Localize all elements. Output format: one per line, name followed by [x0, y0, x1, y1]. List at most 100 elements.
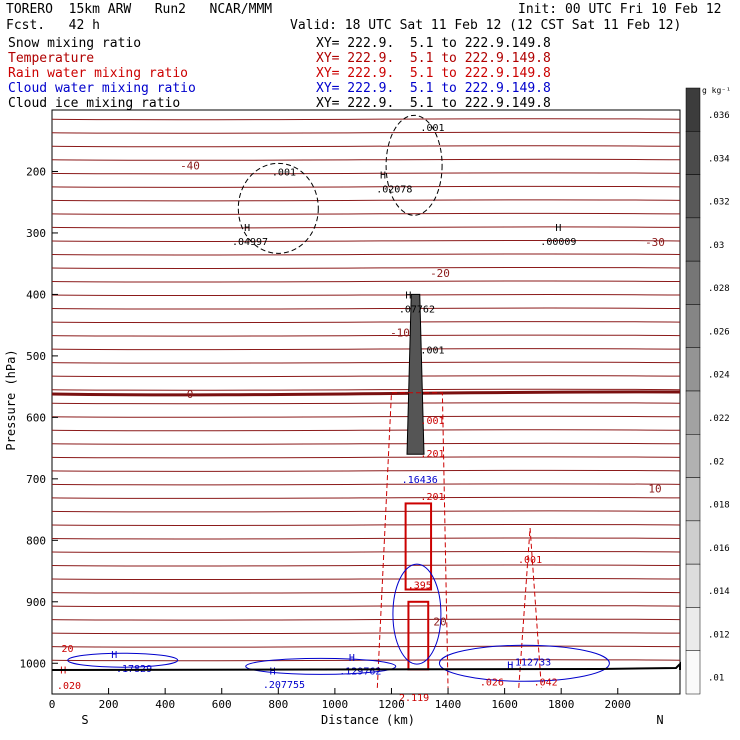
contour-annotation: .001 [420, 346, 444, 357]
colorbar-swatch [685, 390, 701, 435]
temperature-isotherm [51, 199, 681, 202]
colorbar-swatch [685, 477, 701, 522]
cloud-water-contour [67, 652, 179, 668]
rain-contour-column [404, 502, 433, 591]
contour-annotation: H [244, 223, 250, 234]
contour-annotation: .00009 [540, 237, 576, 248]
colorbar-unit: g kg⁻¹ [702, 86, 731, 95]
contour-annotation: .129762 [339, 667, 381, 678]
colorbar-swatch [685, 563, 701, 608]
temperature-isotherm [51, 429, 681, 432]
y-tick-label: 1000 [20, 657, 47, 670]
field-name-temperature: Temperature [8, 51, 95, 66]
cloud-water-contour [245, 657, 397, 675]
colorbar-swatch [685, 650, 701, 695]
temperature-isotherm [51, 334, 681, 337]
contour-annotation: .02078 [376, 185, 412, 196]
temperature-isotherm [51, 361, 681, 364]
y-tick-label: 200 [26, 165, 46, 178]
contour-annotation: H [507, 660, 513, 671]
contour-annotation: .16436 [402, 475, 438, 486]
contour-annotation: .001 [420, 416, 444, 427]
snow-core [406, 293, 425, 455]
contour-annotation: .020 [57, 681, 81, 692]
x-tick-label: 2000 [605, 698, 632, 711]
temperature-isotherm [51, 618, 681, 621]
temperature-isotherm [51, 483, 681, 486]
colorbar: .036 .034 .032 .03 .028 .026 .024 .022 .02 .018 .0… [685, 87, 730, 695]
valid-time: Valid: 18 UTC Sat 11 Feb 12 (12 CST Sat … [290, 18, 682, 33]
contour-annotation: .04997 [232, 237, 268, 248]
temperature-isotherm [51, 456, 681, 459]
temperature-isotherm [51, 375, 681, 378]
field-xy-rain: XY= 222.9. 5.1 to 222.9.149.8 [316, 66, 551, 81]
colorbar-tick-label: .028 [708, 284, 730, 294]
contour-annotation: .042 [534, 678, 558, 689]
x-tick-label: 1800 [548, 698, 575, 711]
colorbar-swatch [685, 607, 701, 651]
temperature-isotherm [51, 226, 681, 229]
cloud-water-contour [438, 644, 610, 682]
field-name-rain: Rain water mixing ratio [8, 66, 189, 81]
colorbar-tick-label: .016 [708, 544, 730, 554]
terrain-surface [51, 661, 681, 671]
cloud-water-contour [392, 563, 442, 665]
temperature-isotherm [51, 550, 681, 554]
temperature-isotherm [51, 415, 681, 418]
model-title: TORERO 15km ARW Run2 NCAR/MMM [6, 2, 273, 17]
temperature-isotherm [51, 645, 681, 648]
rain-contour-column [407, 600, 430, 671]
colorbar-tick-label: .018 [708, 501, 730, 511]
colorbar-tick-label: .01 [708, 674, 724, 684]
temperature-isotherm [51, 307, 681, 310]
south-label: S [81, 713, 88, 727]
colorbar-tick-label: .026 [708, 327, 730, 337]
temperature-isotherm [51, 469, 681, 472]
temperature-isotherm [51, 402, 681, 405]
field-xy-cloud-water: XY= 222.9. 5.1 to 222.9.149.8 [316, 81, 551, 96]
colorbar-tick-label: .034 [708, 154, 730, 164]
colorbar-swatch [685, 131, 701, 175]
colorbar-tick-label: .022 [708, 414, 730, 424]
x-tick-label: 1200 [378, 698, 405, 711]
field-xy-snow: XY= 222.9. 5.1 to 222.9.149.8 [316, 36, 551, 51]
temperature-isotherm [51, 510, 681, 513]
colorbar-tick-label: .014 [708, 587, 730, 597]
contour-annotations: .001 H .04997 .001 H .02078 H .00009 H .07762 .001… [57, 123, 576, 704]
field-xy-cloud-ice: XY= 222.9. 5.1 to 222.9.149.8 [316, 96, 551, 111]
temperature-contour-label: -30 [645, 236, 665, 249]
plot-frame [51, 109, 681, 695]
contour-annotation: 2.119 [399, 693, 429, 704]
x-tick-label: 1600 [491, 698, 518, 711]
temperature-isotherm [51, 577, 681, 581]
temperature-isotherm [51, 605, 681, 608]
temperature-isotherm [51, 253, 681, 256]
temperature-isotherm [51, 537, 681, 540]
temperature-isotherm [51, 212, 681, 215]
temperature-contour-label: -20 [430, 267, 450, 280]
x-tick-label: 0 [49, 698, 56, 711]
temperature-isotherm [51, 564, 681, 567]
contour-annotation: .026 [480, 678, 504, 689]
temperature-contour-label: 20 [433, 615, 446, 628]
y-tick-label: 700 [26, 473, 46, 486]
colorbar-swatch [685, 434, 701, 478]
contour-annotation: 20 [62, 644, 74, 655]
temperature-isotherm [51, 185, 681, 188]
y-tick-label: 600 [26, 411, 46, 424]
y-tick-label: 800 [26, 534, 46, 547]
x-tick-label: 800 [268, 698, 288, 711]
contour-annotation: .207755 [263, 680, 305, 691]
contour-annotation: H [380, 171, 386, 182]
snow-contour-region [385, 114, 443, 216]
cloud-contours [67, 114, 610, 688]
rain-contour-envelope [376, 392, 449, 688]
temperature-isotherm [51, 442, 681, 445]
contour-annotation: H [349, 653, 355, 664]
contour-annotation: H [555, 223, 561, 234]
colorbar-swatch [685, 260, 701, 305]
temperature-isotherm [51, 131, 681, 134]
freezing-level-isotherm [51, 390, 681, 397]
colorbar-swatch [685, 304, 701, 348]
